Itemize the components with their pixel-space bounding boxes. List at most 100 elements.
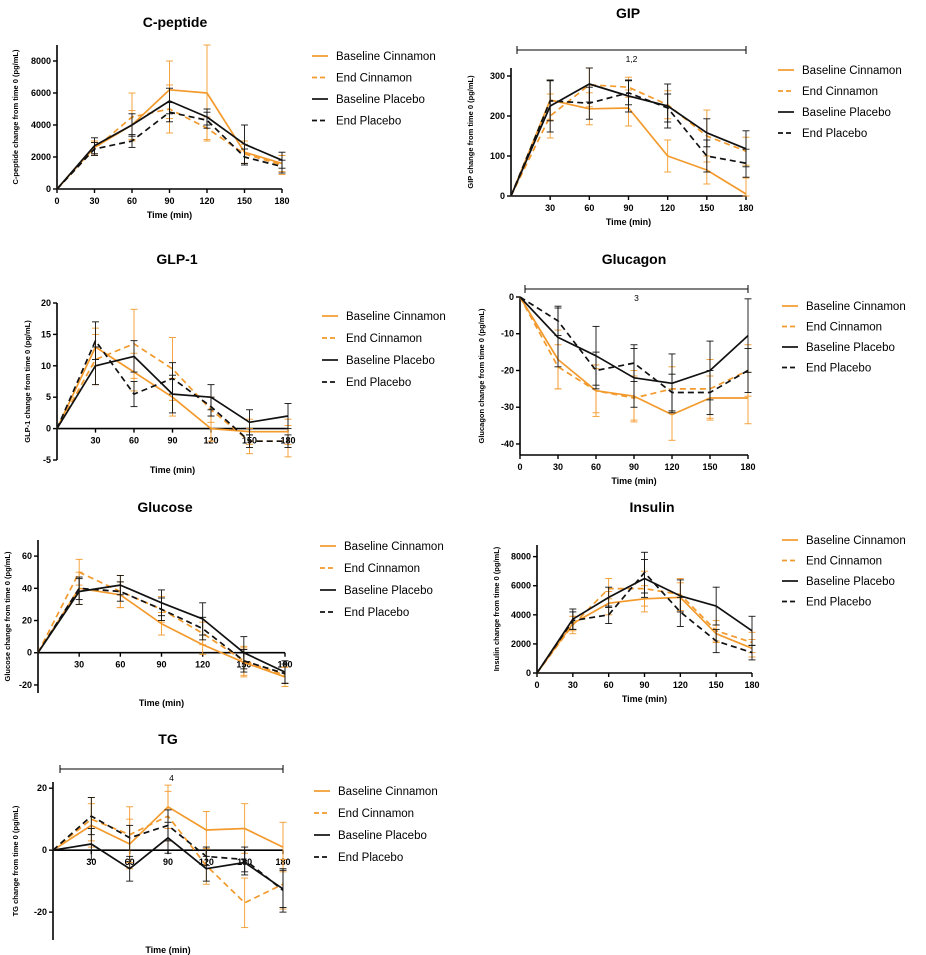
x-tick-label: 120 — [195, 660, 210, 670]
x-tick-label: 60 — [591, 462, 601, 472]
x-tick-label: 90 — [156, 660, 166, 670]
legend-label: Baseline Cinnamon — [346, 311, 446, 323]
legend-label: End Cinnamon — [806, 322, 882, 334]
y-tick-label: 60 — [22, 551, 32, 561]
legend-label: End Placebo — [806, 363, 871, 375]
significance-annotation: 3 — [634, 293, 639, 303]
y-tick-label: -30 — [501, 402, 514, 412]
y-tick-label: 4000 — [31, 120, 51, 130]
y-tick-label: 8000 — [31, 56, 51, 66]
x-axis-label: Time (min) — [145, 945, 190, 955]
chart-title: GLP-1 — [156, 251, 197, 267]
legend-entry: Baseline Placebo — [782, 576, 895, 588]
x-tick-label: 180 — [740, 462, 755, 472]
legend-entry: Baseline Cinnamon — [320, 541, 444, 553]
chart-title: Insulin — [629, 499, 674, 515]
x-tick-label: 60 — [129, 436, 139, 446]
y-tick-label: 2000 — [31, 152, 51, 162]
y-tick-label: 0 — [46, 424, 51, 434]
y-tick-label: 5 — [46, 392, 51, 402]
x-tick-label: 60 — [115, 660, 125, 670]
significance-annotation: 4 — [169, 773, 174, 783]
series-end-placebo — [510, 80, 750, 197]
x-axis-label: Time (min) — [611, 476, 656, 486]
x-tick-label: 90 — [629, 462, 639, 472]
legend-entry: End Placebo — [778, 128, 867, 140]
chart-insulin: Insulin 0 2000 4000 6000 8000 0 30 60 90 120 150 180… — [492, 499, 906, 704]
y-tick-label: 20 — [41, 298, 51, 308]
legend-entry: Baseline Cinnamon — [314, 786, 438, 798]
y-tick-label: 6000 — [511, 581, 531, 591]
series-end-placebo — [56, 321, 292, 448]
x-tick-label: 150 — [237, 196, 252, 206]
legend-label: Baseline Placebo — [338, 830, 427, 842]
legend-label: Baseline Placebo — [802, 107, 891, 119]
legend-label: Baseline Placebo — [346, 355, 435, 367]
series-end-cinnamon — [536, 570, 756, 674]
chart-title: Glucagon — [602, 251, 667, 267]
legend-label: Baseline Cinnamon — [802, 65, 902, 77]
x-tick-label: 0 — [534, 680, 539, 690]
y-tick-label: 2000 — [511, 639, 531, 649]
x-tick-label: 60 — [604, 680, 614, 690]
x-tick-label: 120 — [664, 462, 679, 472]
significance-annotation: 1,2 — [626, 54, 638, 64]
series-line — [510, 91, 747, 197]
x-tick-label: 90 — [167, 436, 177, 446]
y-tick-label: 0 — [526, 668, 531, 678]
series-line — [56, 111, 283, 190]
x-tick-label: 30 — [568, 680, 578, 690]
legend-entry: End Cinnamon — [312, 73, 412, 85]
legend-entry: End Placebo — [782, 363, 871, 375]
y-axis-label: Insulin change from time 0 (pg/mL) — [492, 546, 501, 671]
legend-label: End Cinnamon — [336, 73, 412, 85]
x-tick-label: 0 — [54, 196, 59, 206]
x-tick-label: 30 — [545, 203, 555, 213]
legend-entry: End Cinnamon — [778, 86, 878, 98]
chart-title: GIP — [616, 5, 640, 21]
legend-label: End Cinnamon — [338, 808, 414, 820]
legend-entry: Baseline Placebo — [314, 830, 427, 842]
legend-entry: End Cinnamon — [320, 563, 420, 575]
x-tick-label: 180 — [744, 680, 759, 690]
y-tick-label: -20 — [34, 907, 47, 917]
legend-label: Baseline Placebo — [806, 576, 895, 588]
legend-entry: End Cinnamon — [782, 322, 882, 334]
x-tick-label: 30 — [86, 857, 96, 867]
x-tick-label: 120 — [660, 203, 675, 213]
legend-label: End Cinnamon — [344, 563, 420, 575]
legend-label: Baseline Cinnamon — [344, 541, 444, 553]
legend-entry: Baseline Placebo — [778, 107, 891, 119]
legend-entry: End Placebo — [322, 377, 411, 389]
legend-label: End Placebo — [806, 597, 871, 609]
x-tick-label: 30 — [89, 196, 99, 206]
series-baseline-placebo — [56, 87, 286, 190]
series-end-cinnamon — [56, 84, 286, 190]
y-axis-label: Glucose change from time 0 (pg/mL) — [3, 551, 12, 682]
y-tick-label: 4000 — [511, 610, 531, 620]
x-tick-label: 0 — [517, 462, 522, 472]
legend-entry: End Placebo — [312, 116, 401, 128]
x-tick-label: 30 — [553, 462, 563, 472]
legend-label: Baseline Cinnamon — [338, 786, 438, 798]
chart-title: Glucose — [137, 499, 192, 515]
y-tick-label: 15 — [41, 329, 51, 339]
x-tick-label: 120 — [199, 196, 214, 206]
series-end-placebo — [52, 797, 287, 913]
x-tick-label: 90 — [163, 857, 173, 867]
series-line — [37, 587, 286, 675]
legend-entry: End Placebo — [782, 597, 871, 609]
x-tick-label: 150 — [709, 680, 724, 690]
series-end-cinnamon — [519, 296, 752, 421]
x-axis-label: Time (min) — [622, 694, 667, 704]
x-tick-label: 90 — [164, 196, 174, 206]
y-tick-label: 40 — [22, 583, 32, 593]
chart-gip: GIP 1,2 0 100 200 300 30 60 90 120 150 180 Time (min… — [466, 5, 902, 227]
y-tick-label: 0 — [509, 292, 514, 302]
y-tick-label: 8000 — [511, 552, 531, 562]
legend-label: End Cinnamon — [806, 556, 882, 568]
y-tick-label: 0 — [27, 648, 32, 658]
y-axis-label: C-peptide change from time 0 (pg/mL) — [11, 49, 20, 185]
